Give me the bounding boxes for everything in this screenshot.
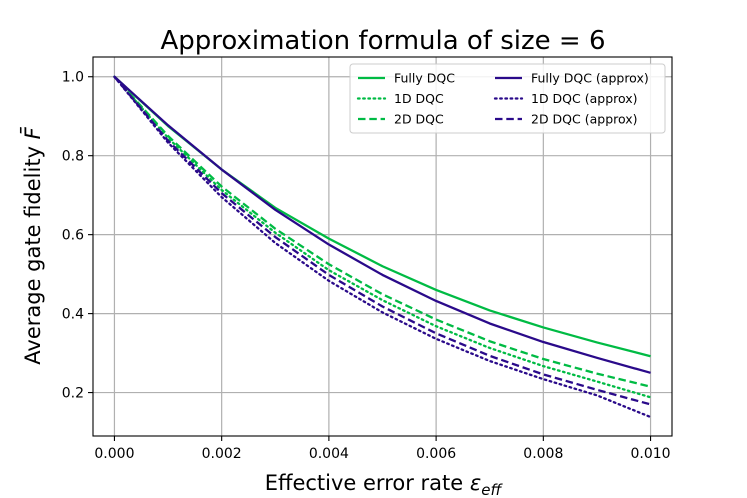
x-axis-subscript: eff (481, 481, 503, 498)
legend-label: Fully DQC (394, 71, 455, 86)
y-axis-symbol: F̄ (20, 126, 45, 139)
x-tick-label: 0.006 (416, 446, 456, 462)
series-line (113, 75, 651, 388)
y-axis-label: Average gate fidelity F̄ (20, 126, 45, 364)
y-tick-label: 0.2 (62, 386, 84, 402)
y-tick-label: 0.4 (62, 307, 84, 323)
plot-frame (92, 56, 673, 437)
legend-label: 1D DQC (394, 91, 444, 106)
x-axis-symbol: ε (470, 471, 481, 495)
legend-label: Fully DQC (approx) (531, 71, 649, 86)
legend-entries: Fully DQC 1D DQC 2D DQC Fully DQC (approx) 1… (356, 71, 649, 127)
y-tick-label: 0.8 (62, 149, 84, 165)
x-tick-label: 0.004 (309, 446, 349, 462)
legend-label: 1D DQC (approx) (531, 91, 638, 106)
series-line (113, 75, 652, 419)
legend-label: 2D DQC (394, 112, 444, 127)
x-tick-label: 0.010 (631, 446, 671, 462)
x-tick-label: 0.008 (523, 446, 563, 462)
series-line (113, 75, 652, 399)
series-lines (113, 75, 652, 419)
y-tick-label: 1.0 (62, 70, 84, 86)
series-line (113, 75, 651, 374)
x-axis-label: Effective error rate εeff (265, 471, 504, 498)
chart-title: Approximation formula of size = 6 (160, 26, 605, 56)
series-line (113, 76, 651, 406)
x-tick-label: 0.000 (94, 446, 134, 462)
chart-legend: Fully DQC 1D DQC 2D DQC Fully DQC (approx) 1… (349, 63, 666, 134)
axis-ticks: 0.000 0.002 0.004 0.006 0.008 0.010 0.2 0.4 0.6 0… (62, 70, 671, 462)
legend-label: 2D DQC (approx) (531, 112, 638, 127)
y-tick-label: 0.6 (62, 228, 84, 244)
x-tick-label: 0.002 (202, 446, 242, 462)
